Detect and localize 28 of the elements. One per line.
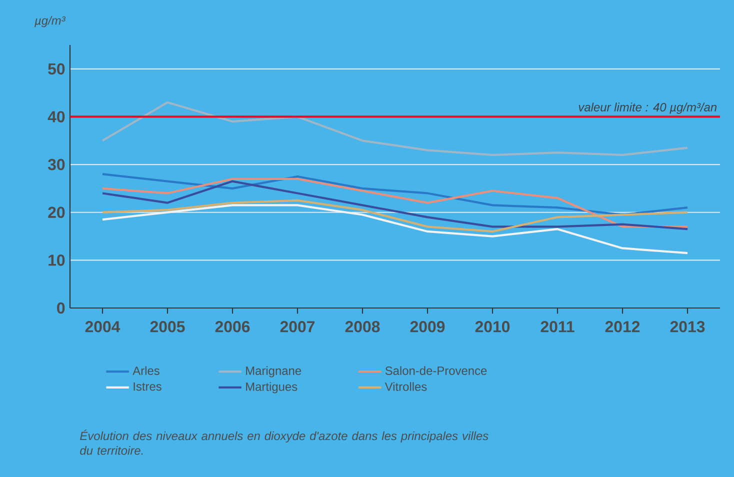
line-series <box>101 204 689 254</box>
ref-line-label: valeur limite : 40 µg/m³/an <box>578 102 717 114</box>
legend-label: Marignane <box>246 366 302 378</box>
x-tick-label: 2005 <box>150 321 185 332</box>
legend-label: Vitrolles <box>384 382 427 391</box>
y-tick-label: 0 <box>57 302 65 314</box>
y-tick-label: 30 <box>48 158 65 170</box>
x-tick-label: 2012 <box>605 321 640 332</box>
y-axis-title: µg/m³ <box>34 16 66 28</box>
y-tick-label: 50 <box>48 63 65 75</box>
y-tick-label: 20 <box>48 206 65 218</box>
y-tick-label: 10 <box>48 254 65 266</box>
x-tick-label: 2011 <box>540 321 574 332</box>
x-tick-label: 2006 <box>215 321 250 332</box>
legend-label: Salon-de-Provence <box>385 366 487 375</box>
x-tick-label: 2013 <box>670 321 705 332</box>
x-tick-label: 2008 <box>345 321 380 332</box>
x-tick-label: 2009 <box>410 321 445 332</box>
x-tick-label: 2004 <box>85 321 120 332</box>
line-series <box>101 173 689 216</box>
line-series <box>101 199 689 233</box>
legend-label: Istres <box>134 382 162 391</box>
text: Évolution des niveaux annuels en dioxyde d'azote dans les principales villes du territoire. <box>80 430 488 455</box>
legend-label: Martigues <box>246 382 298 394</box>
legend-label: Arles <box>132 366 160 375</box>
x-tick-label: 2010 <box>475 321 510 332</box>
y-tick-label: 40 <box>48 111 65 122</box>
x-tick-label: 2007 <box>280 321 315 332</box>
